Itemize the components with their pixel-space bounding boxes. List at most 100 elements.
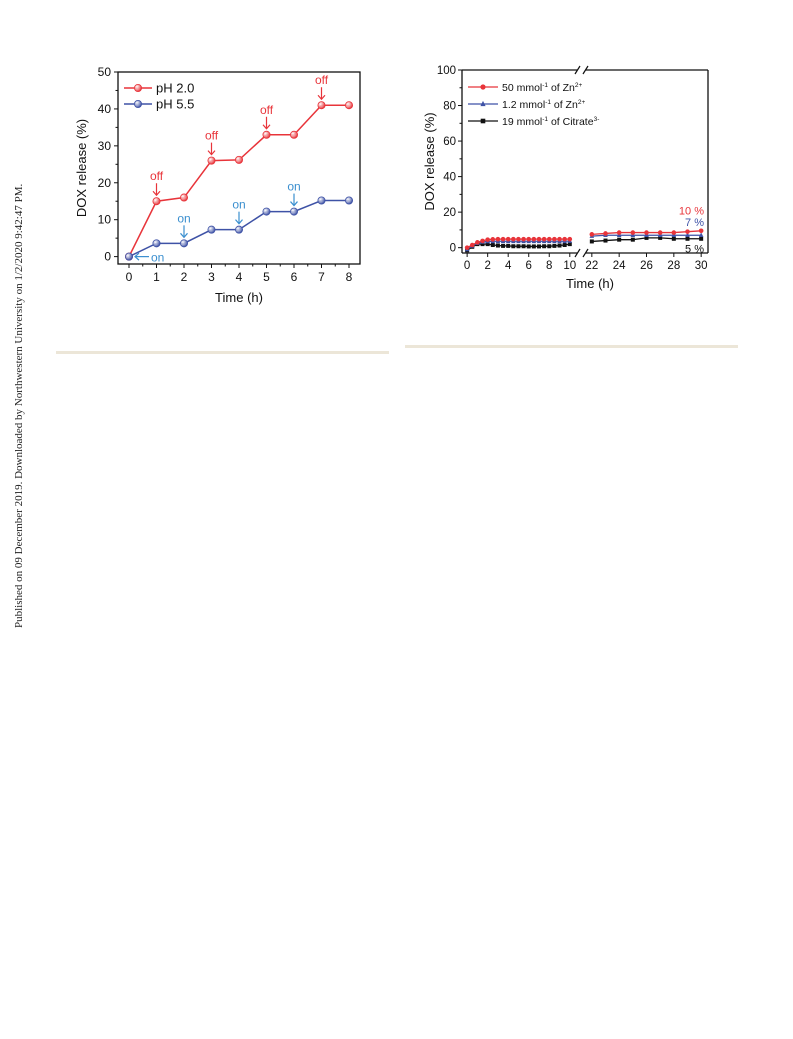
data-point — [180, 239, 189, 248]
data-point — [506, 243, 511, 248]
x-tick-label: 24 — [613, 260, 626, 272]
legend-marker — [480, 100, 486, 107]
data-point — [685, 232, 690, 238]
y-tick-label: 40 — [98, 102, 112, 116]
data-point — [616, 230, 622, 235]
data-point — [562, 243, 567, 248]
data-point — [516, 244, 521, 249]
data-point — [536, 236, 542, 242]
data-point — [589, 232, 595, 237]
legend-label: 19 mmol-1 of Citrate3- — [502, 116, 599, 128]
chart-ph-release: 0 1 2 3 4 5 6 7 8 0 10 20 30 40 50 Time (h) DOX release … — [70, 55, 380, 315]
data-point — [521, 244, 526, 249]
data-point — [685, 236, 690, 241]
x-tick-label: 10 — [563, 260, 576, 272]
legend-label: 1.2 mmol-1 of Zn2+ — [502, 99, 585, 111]
data-point — [536, 244, 541, 249]
x-tick-label: 8 — [346, 270, 353, 284]
data-point — [567, 242, 572, 247]
data-point — [262, 130, 271, 139]
data-point — [630, 230, 636, 235]
x-tick-label: 0 — [464, 260, 470, 272]
data-point — [480, 238, 485, 244]
data-point — [262, 207, 271, 216]
y-tick-label: 0 — [450, 243, 456, 255]
axis-break-mark — [582, 65, 589, 75]
data-point — [500, 236, 506, 242]
y-tick-label: 100 — [437, 65, 456, 77]
x-tick-label: 30 — [695, 260, 708, 272]
annotation-arrowhead — [152, 190, 161, 197]
data-point — [511, 244, 516, 249]
data-point — [671, 236, 676, 241]
annotation-arrowhead — [207, 150, 216, 156]
data-point — [557, 243, 562, 248]
data-point — [469, 242, 475, 248]
x-tick-label: 22 — [585, 260, 598, 272]
x-tick-label: 26 — [640, 260, 653, 272]
data-point — [234, 155, 243, 164]
y-axis-label: DOX release (%) — [74, 119, 89, 217]
data-point — [698, 228, 704, 234]
data-point — [344, 101, 353, 110]
end-value-label: 10 % — [679, 205, 704, 217]
y-tick-label: 50 — [98, 65, 112, 79]
data-point — [505, 236, 511, 242]
end-value-label: 7 % — [685, 217, 704, 229]
annotation-label: off — [315, 73, 329, 87]
data-point — [698, 232, 704, 238]
chart-zn-release: 0 2 4 6 8 10 22 24 26 28 30 0 20 40 60 80 100 Time (h) DOX… — [420, 55, 720, 315]
data-point — [125, 252, 134, 261]
data-point — [344, 196, 353, 205]
annotation-arrowhead — [290, 201, 298, 207]
data-point — [699, 236, 704, 241]
legend-label: 50 mmol-1 of Zn2+ — [502, 82, 583, 94]
x-tick-label: 1 — [153, 270, 160, 284]
data-point — [490, 243, 495, 248]
data-point — [289, 130, 298, 139]
data-point — [552, 243, 557, 248]
annotation-arrowhead — [134, 252, 140, 261]
data-point — [630, 237, 635, 242]
divider-right — [405, 345, 738, 348]
data-point — [521, 236, 526, 242]
y-tick-label: 40 — [443, 172, 456, 184]
x-axis-label: Time (h) — [215, 290, 263, 305]
annotation-label: off — [205, 129, 219, 143]
axis-break-mark — [574, 248, 581, 258]
axis-break-mark — [574, 65, 581, 75]
data-point — [490, 237, 496, 242]
end-value-label: 5 % — [685, 244, 704, 256]
legend-marker — [480, 118, 486, 124]
data-point — [152, 239, 161, 248]
download-notice: Published on 09 December 2019. Downloade… — [13, 183, 25, 628]
chart-ph-release-svg: 0 1 2 3 4 5 6 7 8 0 10 20 30 40 50 Time (h) DOX release … — [74, 65, 361, 305]
data-point — [480, 242, 485, 247]
y-tick-label: 80 — [443, 101, 456, 113]
data-point — [547, 244, 552, 249]
legend-marker — [480, 84, 486, 90]
data-point — [207, 225, 216, 234]
data-point — [317, 196, 326, 205]
data-point — [207, 156, 216, 165]
data-point — [475, 240, 480, 245]
x-axis-label: Time (h) — [566, 276, 614, 291]
data-point — [557, 236, 562, 242]
annotation-arrowhead — [262, 124, 271, 130]
annotation-label: on — [287, 180, 300, 194]
annotation-label: on — [151, 251, 164, 265]
plot-frame — [117, 71, 361, 265]
data-point — [546, 236, 552, 242]
data-point — [589, 239, 594, 244]
data-point — [603, 238, 608, 243]
data-point — [644, 230, 649, 235]
data-point — [516, 236, 521, 242]
data-point — [152, 197, 161, 206]
divider-left — [56, 351, 389, 354]
legend-label: pH 2.0 — [156, 81, 194, 96]
legend-marker — [134, 100, 143, 109]
x-tick-label: 5 — [263, 270, 270, 284]
data-point — [541, 236, 547, 242]
y-tick-label: 0 — [104, 250, 111, 264]
data-point — [685, 229, 690, 234]
